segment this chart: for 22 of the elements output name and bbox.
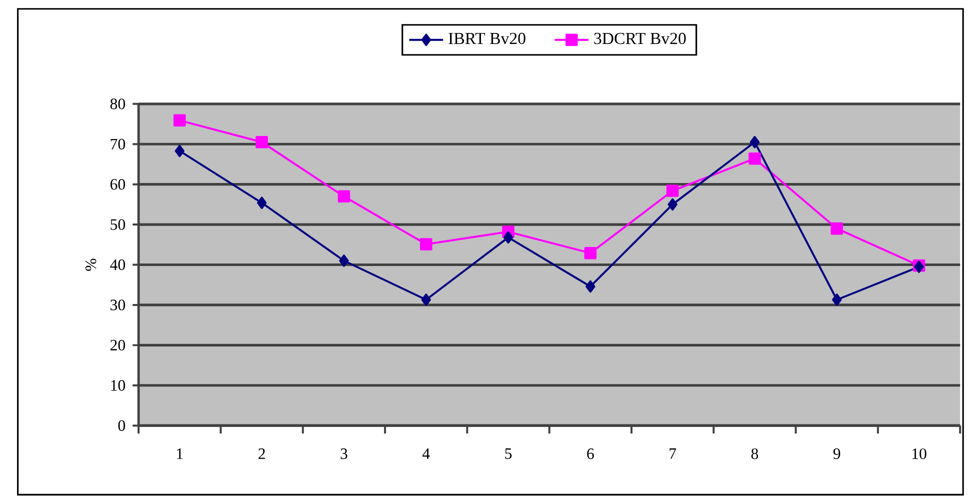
y-tick-label: 50 xyxy=(110,219,126,230)
y-tick-label: 70 xyxy=(110,138,126,150)
x-tick-label: 7 xyxy=(670,448,676,459)
x-tick-label: 5 xyxy=(505,448,512,460)
y-axis-title: % xyxy=(85,258,96,271)
x-tick-label: 10 xyxy=(912,448,926,460)
y-tick-label: 20 xyxy=(110,340,126,351)
y-tick-label: 40 xyxy=(110,259,126,270)
y-tick-label: 60 xyxy=(110,179,126,190)
x-tick-label: 1 xyxy=(177,448,183,459)
legend-label: 3DCRT Bv20 xyxy=(594,32,686,44)
x-tick-label: 6 xyxy=(587,448,594,460)
x-tick-label: 3 xyxy=(340,448,348,460)
y-tick-label: 0 xyxy=(118,420,126,432)
y-tick-label: 10 xyxy=(111,380,126,391)
x-tick-label: 9 xyxy=(833,448,840,460)
x-tick-label: 2 xyxy=(258,448,265,459)
x-tick-label: 8 xyxy=(751,448,758,460)
y-tick-label: 30 xyxy=(110,300,126,310)
y-tick-label: 80 xyxy=(110,98,126,110)
legend-label: IBRT Bv20 xyxy=(448,32,526,44)
x-tick-label: 4 xyxy=(422,448,430,459)
